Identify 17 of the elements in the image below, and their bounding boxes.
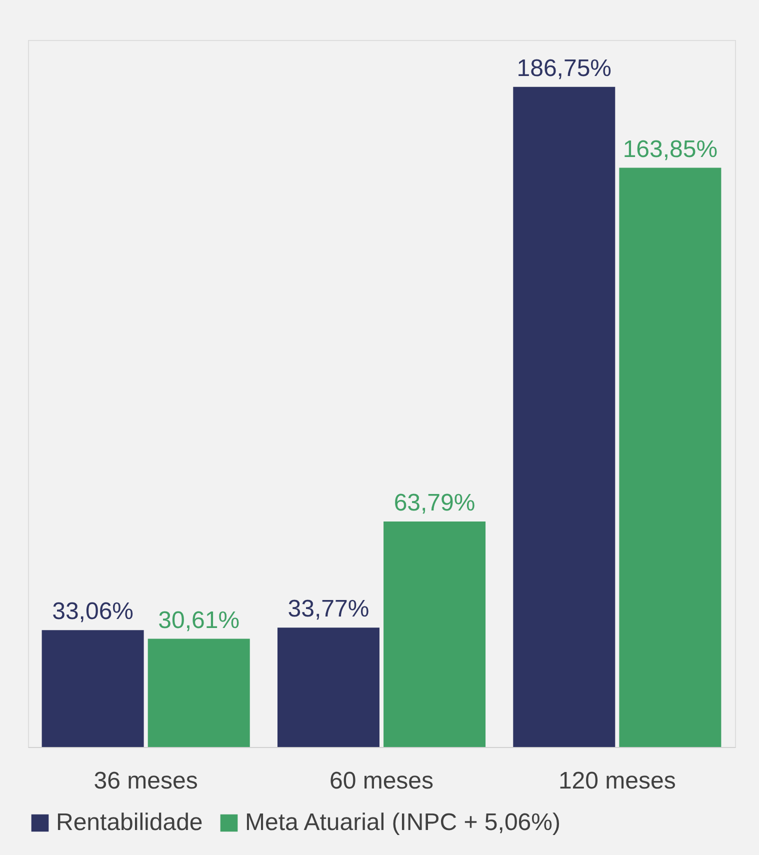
data-label: 186,75% (516, 54, 612, 82)
bar (513, 86, 616, 747)
data-label: 33,77% (288, 596, 370, 623)
bar (619, 168, 722, 747)
data-label: 63,79% (394, 490, 476, 516)
x-tick-label: 120 meses (558, 768, 676, 794)
bar (148, 638, 250, 747)
x-tick-label: 36 meses (94, 768, 198, 794)
data-label: 30,61% (158, 606, 240, 634)
x-tick-label: 60 meses (329, 768, 434, 794)
data-label: 163,85% (622, 136, 718, 163)
bar (277, 628, 380, 747)
data-label: 33,06% (52, 598, 134, 626)
legend-label: Meta Atuarial (INPC + 5,06%) (245, 809, 560, 836)
bar (384, 522, 486, 747)
bar (42, 630, 144, 747)
legend-label: Rentabilidade (56, 809, 203, 836)
